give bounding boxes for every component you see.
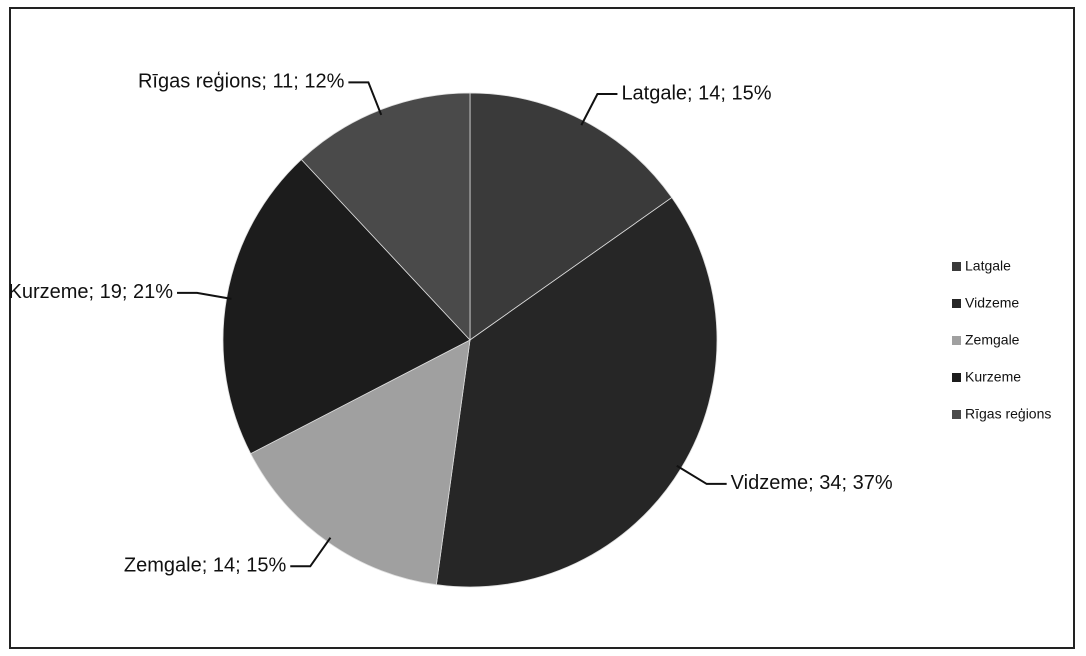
leader-line [348, 81, 383, 116]
legend-label: Vidzeme [965, 295, 1019, 311]
legend-swatch [952, 410, 961, 419]
leader-line [580, 93, 618, 126]
legend-label: Zemgale [965, 332, 1020, 348]
leader-line [676, 464, 727, 485]
data-label: Rīgas reģions; 11; 12% [138, 71, 345, 93]
leader-line [177, 291, 232, 300]
data-label: Vidzeme; 34; 37% [731, 472, 893, 494]
legend-label: Latgale [965, 258, 1011, 274]
legend-swatch [952, 336, 961, 345]
legend-label: Kurzeme [965, 369, 1021, 385]
data-label: Zemgale; 14; 15% [124, 555, 287, 577]
legend-label: Rīgas reģions [965, 406, 1051, 422]
legend-swatch [952, 299, 961, 308]
leader-line [290, 537, 332, 568]
data-label: Latgale; 14; 15% [621, 82, 771, 104]
legend-swatch [952, 373, 961, 382]
legend-swatch [952, 262, 961, 271]
data-label: Kurzeme; 19; 21% [8, 281, 173, 303]
